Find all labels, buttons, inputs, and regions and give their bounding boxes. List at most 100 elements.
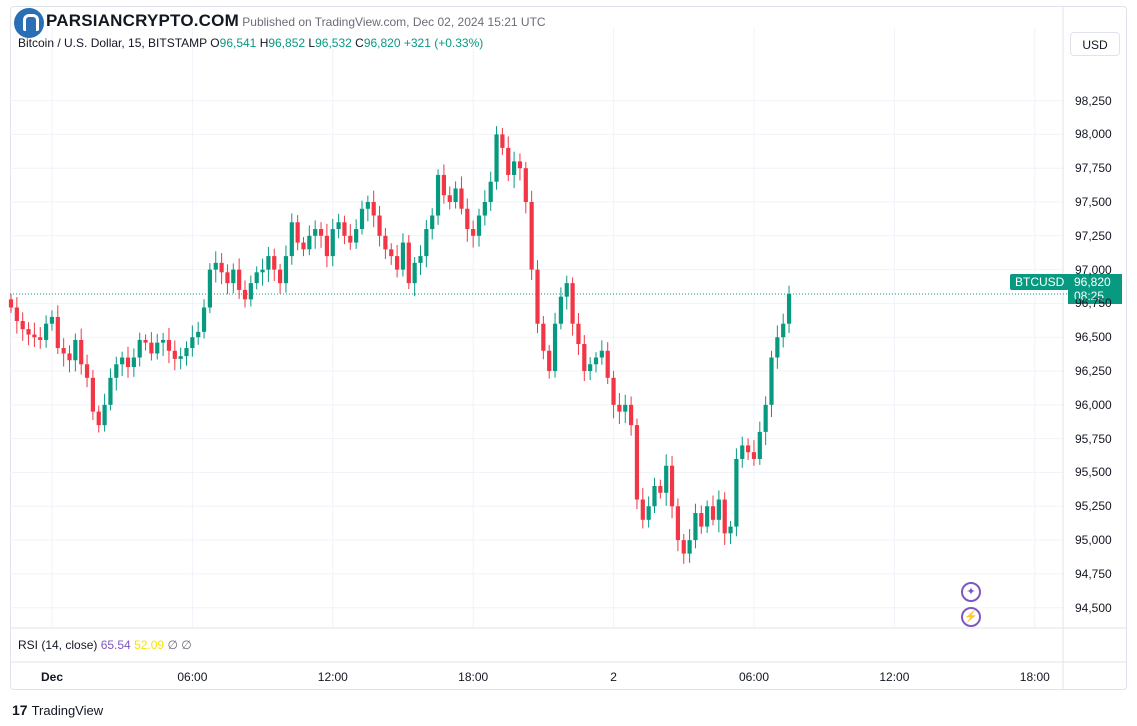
candle-body: [383, 235, 388, 250]
candle-body: [79, 339, 84, 365]
time-axis[interactable]: Dec 06:00 12:00 18:00 2 06:00 12:00 18:00: [0, 670, 1137, 686]
candle-body: [231, 269, 236, 284]
candle-body: [693, 513, 698, 541]
tv-brand: TradingView: [31, 703, 104, 718]
candle-body: [371, 202, 376, 216]
candle-body: [523, 168, 528, 202]
candle-body: [482, 202, 487, 216]
candle-body: [669, 465, 675, 507]
candle-body: [395, 256, 400, 270]
candle-body: [558, 296, 563, 324]
candle-body: [336, 222, 341, 230]
candle-body: [96, 411, 101, 426]
candle-body: [190, 337, 195, 349]
lightning-icon[interactable]: ⚡: [961, 607, 981, 627]
candle-body: [73, 339, 78, 361]
brand-logo-icon: [14, 8, 44, 38]
candle-body: [751, 452, 757, 459]
candle-body: [260, 269, 265, 273]
candle-body: [283, 256, 289, 284]
x-tick-label: 12:00: [879, 670, 910, 684]
currency-button[interactable]: USD: [1070, 32, 1120, 56]
candle-body: [219, 262, 224, 273]
candle-body: [155, 342, 160, 354]
candle-body: [599, 350, 604, 358]
y-tick-label: 94,500: [1075, 600, 1112, 615]
candle-body: [529, 202, 534, 270]
bar-countdown: 08:25: [1074, 289, 1105, 303]
candle-body: [324, 235, 329, 257]
y-tick-label: 95,250: [1075, 499, 1112, 514]
y-tick-label: 97,500: [1075, 195, 1112, 209]
candle-body: [453, 188, 458, 202]
tradingview-logo[interactable]: 17 TradingView: [12, 702, 103, 718]
candle-body: [441, 174, 446, 196]
high-label: H: [259, 36, 269, 50]
x-tick-label: 18:00: [458, 670, 489, 684]
tv-logo-icon: 17: [12, 702, 28, 718]
candle-body: [225, 272, 230, 284]
publisher-header: PARSIANCRYPTO.COM Published on TradingVi…: [14, 8, 546, 38]
candle-body: [137, 339, 142, 358]
candle-body: [652, 486, 657, 507]
candle-body: [629, 404, 634, 426]
candle-body: [705, 506, 710, 527]
candle-body: [640, 499, 645, 520]
candle-body: [166, 339, 172, 351]
candle-body: [494, 134, 499, 182]
y-tick-label: 95,750: [1075, 431, 1112, 446]
y-tick-label: 97,000: [1075, 262, 1112, 277]
candle-body: [775, 337, 780, 358]
candle-body: [687, 540, 692, 554]
candle-body: [213, 262, 218, 270]
candle-body: [44, 323, 49, 340]
candle-body: [576, 323, 581, 344]
symbol-title: Bitcoin / U.S. Dollar, 15, BITSTAMP: [18, 36, 207, 50]
candle-body: [307, 235, 312, 250]
candle-body: [196, 331, 201, 338]
y-tick-label: 96,750: [1075, 296, 1112, 311]
x-tick-label: 18:00: [1019, 670, 1050, 684]
candle-body: [272, 256, 277, 270]
candle-body: [318, 229, 324, 236]
candle-body: [242, 289, 248, 300]
y-tick-label: 95,000: [1075, 533, 1112, 548]
candle-body: [623, 404, 628, 412]
candle-body: [634, 425, 640, 500]
candle-body: [582, 344, 587, 372]
candle-body: [746, 445, 751, 453]
symbol-legend: Bitcoin / U.S. Dollar, 15, BITSTAMP O96,…: [18, 36, 483, 50]
candle-body: [184, 348, 189, 357]
candle-body: [102, 404, 107, 426]
candle-body: [769, 357, 774, 405]
candle-body: [178, 356, 183, 359]
x-tick-label: 06:00: [177, 670, 208, 684]
candle-body: [278, 269, 283, 284]
candle-body: [506, 147, 511, 175]
candle-body: [605, 350, 610, 378]
sparkle-icon[interactable]: ✦: [961, 582, 981, 602]
symbol-price-tag: BTCUSD: [1010, 274, 1070, 290]
candle-body: [500, 134, 505, 148]
low-value: 96,532: [315, 36, 352, 50]
candle-body: [781, 323, 786, 338]
candle-body: [617, 404, 622, 412]
candle-body: [55, 316, 60, 349]
candle-body: [786, 293, 792, 324]
candle-body: [8, 299, 14, 308]
candle-body: [517, 161, 523, 169]
candle-body: [476, 215, 482, 236]
close-label: C: [355, 36, 364, 50]
candle-body: [430, 215, 435, 230]
y-tick-label: 98,000: [1075, 127, 1112, 142]
publisher-line: Published on TradingView.com, Dec 02, 20…: [242, 15, 546, 30]
candle-body: [535, 269, 540, 324]
candle-body: [131, 357, 136, 367]
candle-body: [143, 339, 148, 343]
candle-body: [406, 242, 411, 284]
candle-body: [459, 188, 464, 209]
y-tick-label: 97,750: [1075, 161, 1112, 176]
candle-body: [465, 208, 470, 230]
candle-body: [248, 283, 253, 300]
